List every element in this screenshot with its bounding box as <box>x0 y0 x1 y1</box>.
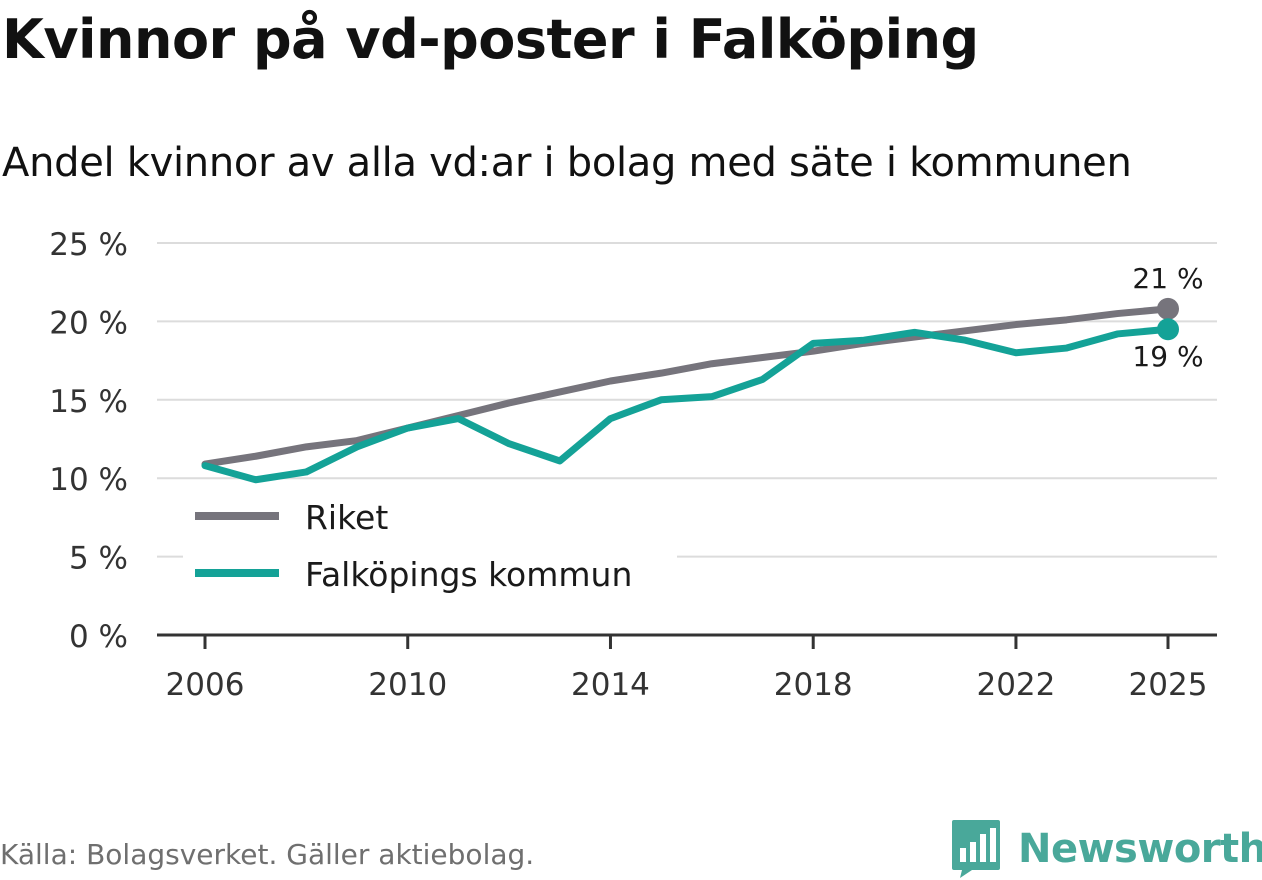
x-tick-label: 2018 <box>774 667 853 703</box>
y-axis-ticks: 0 % 5 % 10 % 15 % 20 % 25 % <box>49 227 128 655</box>
end-point-riket <box>1157 297 1179 320</box>
end-label-riket: 21 % <box>1132 262 1203 295</box>
x-tick-label: 2022 <box>976 667 1055 703</box>
series-line-kommun <box>201 325 1172 484</box>
brand-logo[interactable]: Newsworthy <box>950 818 1262 880</box>
series-lines <box>201 297 1179 484</box>
y-tick-label: 5 % <box>69 541 128 577</box>
brand-name: Newsworthy <box>1018 826 1262 872</box>
legend: Riket Falköpings kommun <box>183 490 677 600</box>
end-label-kommun: 19 % <box>1132 340 1203 373</box>
x-tick-label: 2006 <box>166 667 245 703</box>
end-labels: 21 % 19 % <box>1132 262 1203 373</box>
x-axis-ticks: 2006 2010 2014 2018 2022 2025 <box>166 635 1208 703</box>
legend-label-kommun: Falköpings kommun <box>305 555 632 594</box>
source-note: Källa: Bolagsverket. Gäller aktiebolag. <box>0 838 535 871</box>
x-tick-label: 2025 <box>1129 667 1208 703</box>
page-title: Kvinnor på vd-poster i Falköping <box>2 8 979 71</box>
y-tick-label: 0 % <box>69 619 128 655</box>
y-tick-label: 20 % <box>49 305 128 341</box>
y-tick-label: 25 % <box>49 227 128 263</box>
legend-label-riket: Riket <box>305 498 388 537</box>
x-tick-label: 2014 <box>571 667 650 703</box>
x-tick-label: 2010 <box>368 667 447 703</box>
legend-background <box>183 490 677 600</box>
end-point-kommun <box>1157 318 1179 341</box>
y-tick-label: 15 % <box>49 384 128 420</box>
chart-subtitle: Andel kvinnor av alla vd:ar i bolag med … <box>2 140 1132 186</box>
y-tick-label: 10 % <box>49 462 128 498</box>
series-line-riket <box>201 305 1172 468</box>
bar-chart-logo-icon <box>952 820 1000 878</box>
